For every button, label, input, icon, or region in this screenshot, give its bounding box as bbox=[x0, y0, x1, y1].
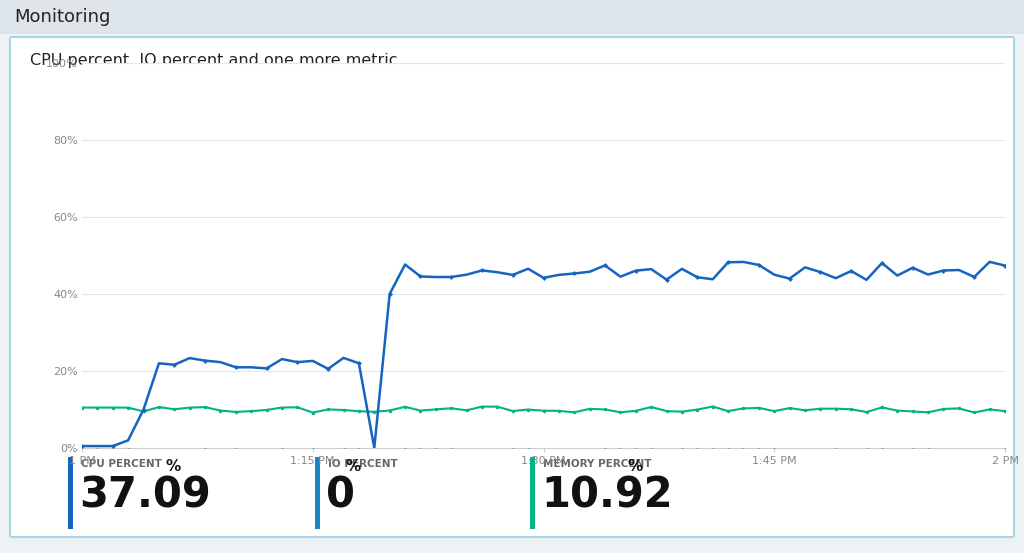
Text: %: % bbox=[345, 459, 360, 474]
Text: %: % bbox=[628, 459, 643, 474]
Text: Edit: Edit bbox=[976, 89, 1000, 102]
Text: Monitoring: Monitoring bbox=[14, 8, 111, 26]
Bar bbox=[68, 457, 73, 529]
Bar bbox=[530, 457, 535, 529]
Text: IO PERCENT: IO PERCENT bbox=[328, 459, 397, 469]
Bar bbox=[315, 457, 319, 529]
Bar bbox=[0, 0, 1024, 34]
Text: CPU percent, IO percent and one more metric: CPU percent, IO percent and one more met… bbox=[30, 53, 397, 68]
Text: 10.92: 10.92 bbox=[541, 475, 673, 517]
FancyBboxPatch shape bbox=[10, 37, 1014, 537]
Text: MEMORY PERCENT: MEMORY PERCENT bbox=[543, 459, 651, 469]
Text: 37.09: 37.09 bbox=[79, 475, 211, 517]
Text: %: % bbox=[166, 459, 181, 474]
Text: CPU PERCENT: CPU PERCENT bbox=[81, 459, 162, 469]
Text: 0: 0 bbox=[326, 475, 355, 517]
